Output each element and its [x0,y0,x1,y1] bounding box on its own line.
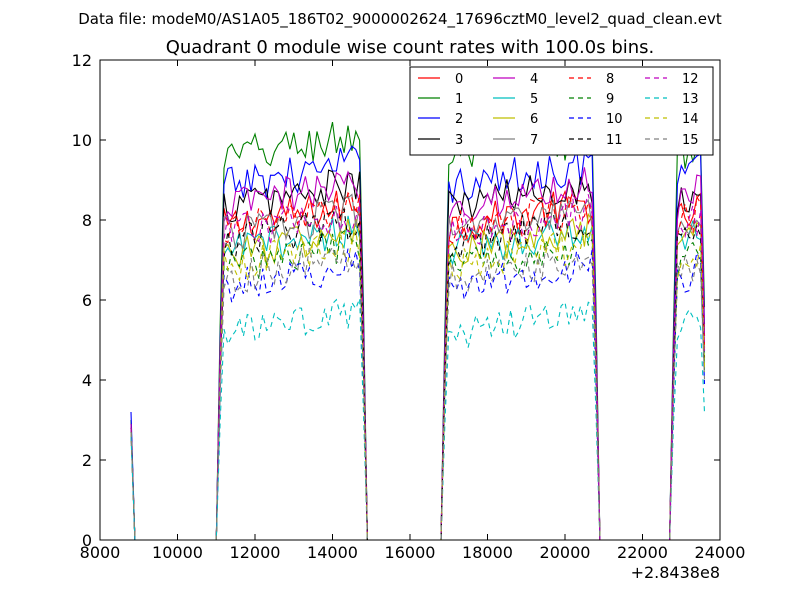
series-line-2 [130,145,706,540]
series-line-10 [130,248,706,540]
series-line-13 [130,298,706,540]
y-tick-label: 8 [82,211,92,230]
y-tick-label: 2 [82,451,92,470]
legend-label-1: 1 [455,92,463,107]
legend-frame [409,66,714,156]
legend-label-8: 8 [606,72,614,87]
series-line-15 [130,245,706,540]
x-tick-label: 22000 [617,543,668,562]
legend-label-6: 6 [530,112,538,127]
x-tick-label: 14000 [307,543,358,562]
series-line-3 [130,169,706,540]
legend-label-10: 10 [606,112,623,127]
legend-label-14: 14 [682,112,699,127]
series-line-5 [130,215,706,540]
x-tick-label: 24000 [695,543,746,562]
legend-label-7: 7 [530,133,538,148]
series-line-6 [130,212,706,540]
series-line-1 [130,121,706,540]
x-tick-label: 12000 [230,543,281,562]
series-line-4 [130,167,706,540]
x-tick-label: 8000 [80,543,121,562]
y-tick-label: 12 [72,51,92,70]
chart-title: Quadrant 0 module wise count rates with … [166,37,655,58]
x-axis: 8000 10000 12000 14000 16000 18000 20000 22000 2… [80,60,746,562]
series-line-7 [130,193,706,540]
legend-label-13: 13 [682,92,699,107]
series-line-9 [130,228,706,540]
series-line-8 [130,191,706,540]
x-tick-label: 18000 [462,543,513,562]
legend-label-0: 0 [455,72,463,87]
x-tick-label: 10000 [152,543,203,562]
legend-label-3: 3 [455,133,463,148]
y-tick-label: 0 [82,531,92,550]
legend-label-11: 11 [606,133,623,148]
legend-label-12: 12 [682,72,699,87]
legend-label-15: 15 [682,133,699,148]
legend-label-5: 5 [530,92,538,107]
y-tick-label: 10 [72,131,92,150]
legend-label-9: 9 [606,92,614,107]
legend-label-2: 2 [455,112,463,127]
y-tick-label: 6 [82,291,92,310]
series-layer [130,121,706,540]
x-axis-offset-label: +2.8438e8 [631,563,720,582]
legend-label-4: 4 [530,72,538,87]
series-line-0 [130,188,706,540]
y-tick-label: 4 [82,371,92,390]
x-tick-label: 20000 [540,543,591,562]
x-tick-label: 16000 [385,543,436,562]
file-suptitle: Data file: modeM0/AS1A05_186T02_90000026… [78,10,722,29]
